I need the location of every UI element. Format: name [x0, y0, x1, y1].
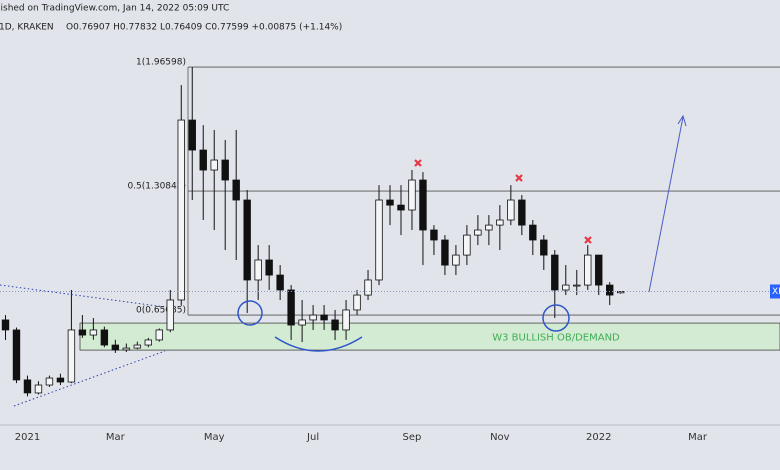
candle-body — [177, 119, 185, 301]
fib-label: 0(0.65085) — [136, 306, 186, 316]
candle-body — [320, 314, 328, 321]
x-tick-label: 2022 — [586, 432, 611, 443]
candle-body — [254, 259, 262, 281]
candle-body — [287, 289, 295, 326]
x-marker — [584, 236, 592, 244]
candle-body — [166, 299, 174, 331]
x-tick-label: May — [204, 432, 225, 443]
arrow — [648, 116, 684, 293]
candle-body — [375, 199, 383, 281]
candle-body — [276, 274, 284, 291]
fib-label: 0.5(1.30842) — [127, 182, 186, 192]
candle-body — [474, 229, 482, 236]
candle-body — [430, 229, 438, 241]
candle-body — [298, 319, 306, 326]
candle-body — [584, 254, 592, 286]
candle-body — [265, 259, 273, 276]
curve — [274, 336, 363, 352]
x-tick-label: 2021 — [15, 432, 40, 443]
candle-body — [133, 344, 142, 349]
candle-body — [551, 254, 559, 291]
candle-body — [452, 254, 460, 266]
fib-label: 1(1.96598) — [136, 58, 186, 68]
candle-body — [617, 291, 625, 294]
x-markers — [414, 159, 592, 244]
candle-body — [518, 199, 526, 226]
candle-body — [529, 224, 537, 241]
price-tag-box — [770, 284, 780, 299]
x-tick-label: Sep — [403, 432, 422, 443]
candle-body — [606, 284, 614, 296]
trendline — [13, 350, 166, 407]
candle-body — [573, 284, 581, 287]
candle-body — [386, 199, 394, 206]
candle-body — [397, 204, 405, 211]
candle-body — [408, 179, 416, 211]
circle-marker — [542, 304, 570, 332]
candle-body — [485, 224, 493, 231]
candle-body — [507, 199, 515, 221]
x-tick-label: Jul — [306, 432, 319, 443]
candle-body — [232, 179, 240, 201]
demand-zone — [79, 322, 780, 351]
candle-body — [331, 319, 339, 331]
candle-body — [155, 329, 163, 341]
symbol: 1D, KRAKEN — [0, 23, 54, 33]
x-tick-label: Mar — [106, 432, 126, 443]
candle-body — [56, 377, 65, 383]
candle-body — [111, 344, 120, 351]
candle-body — [89, 329, 98, 336]
x-marker — [515, 174, 523, 182]
circle-marker — [237, 300, 263, 326]
price-tag: XRP — [772, 287, 780, 297]
header: lished on TradingView.com, Jan 14, 2022 … — [0, 4, 229, 14]
candle-body — [463, 234, 471, 256]
candle-body — [243, 199, 251, 281]
candle-body — [353, 294, 361, 311]
candle-body — [562, 284, 570, 291]
candle-body — [309, 314, 317, 321]
x-tick-label: Mar — [688, 432, 708, 443]
candle-body — [221, 159, 229, 181]
candle-body — [122, 347, 131, 351]
candle-body — [12, 329, 21, 381]
candle-body — [441, 239, 449, 266]
candle-body — [540, 239, 548, 256]
candle-body — [188, 119, 196, 151]
ohlc-text: O0.76907 H0.77832 L0.76409 C0.77599 +0.0… — [66, 23, 342, 33]
zone-label: W3 BULLISH OB/DEMAND — [492, 333, 620, 344]
x-marker — [414, 159, 422, 167]
candle-body — [210, 159, 218, 171]
plot: W3 BULLISH OB/DEMAND 1(1.96598) 0.5(1.3084… — [0, 58, 780, 443]
candle-body — [199, 149, 207, 171]
candle-body — [23, 379, 32, 394]
candle-body — [78, 329, 87, 336]
candle-body — [144, 339, 153, 346]
candle-body — [595, 254, 603, 286]
candle-body — [364, 279, 372, 296]
candle-body — [34, 384, 43, 394]
candle-body — [1, 319, 10, 331]
candle-body — [67, 329, 76, 383]
candle-body — [45, 377, 54, 386]
candle-body — [100, 329, 109, 346]
candle-body — [342, 309, 350, 331]
candle-body — [496, 219, 504, 226]
arrow-head — [677, 114, 687, 127]
candle-body — [419, 179, 427, 231]
x-tick-label: Nov — [490, 432, 510, 443]
